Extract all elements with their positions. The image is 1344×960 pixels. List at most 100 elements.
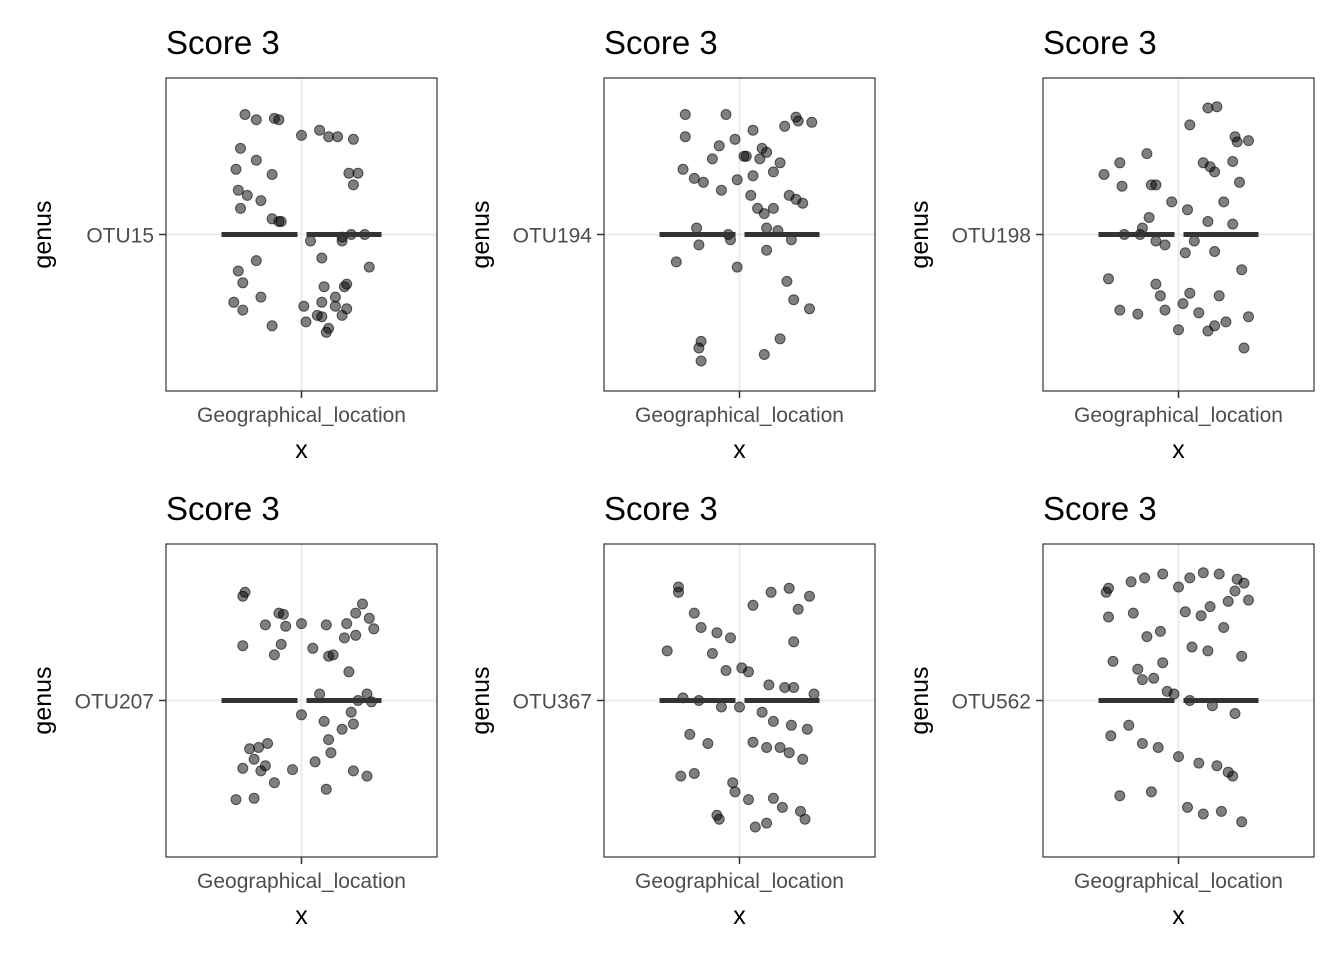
data-point xyxy=(1114,790,1126,802)
data-point xyxy=(693,342,705,354)
data-point xyxy=(1161,685,1173,697)
data-point xyxy=(1141,148,1153,160)
panel-4: Score 3 Geographical_location OTU207 x genus xyxy=(29,490,438,930)
data-point xyxy=(1238,342,1250,354)
data-point xyxy=(1152,742,1164,753)
data-point xyxy=(237,762,249,774)
data-point xyxy=(244,743,256,755)
panel-2: Score 3 Geographical_location OTU194 x genus xyxy=(467,24,876,464)
data-point xyxy=(277,608,289,620)
data-point xyxy=(1132,663,1144,675)
data-point xyxy=(740,150,752,162)
data-point xyxy=(268,649,280,661)
data-point xyxy=(347,179,359,191)
data-point xyxy=(1173,324,1184,336)
panel-6: Score 3 Geographical_location OTU562 x genus xyxy=(906,490,1315,930)
data-point xyxy=(661,645,673,657)
data-point xyxy=(1173,751,1184,763)
data-point xyxy=(679,131,691,143)
data-point xyxy=(262,738,274,749)
data-point xyxy=(336,723,348,735)
y-axis-title: genus xyxy=(29,666,57,734)
data-point xyxy=(1236,264,1248,276)
data-point xyxy=(754,153,766,165)
x-axis-title: x xyxy=(733,902,746,930)
data-point xyxy=(1123,719,1135,731)
data-point xyxy=(235,142,246,154)
data-point xyxy=(329,291,341,303)
data-point xyxy=(1157,568,1169,580)
data-point xyxy=(756,142,768,154)
panel-title: Score 3 xyxy=(166,24,280,61)
x-tick-label: Geographical_location xyxy=(1074,870,1283,893)
data-points xyxy=(230,586,380,806)
data-point xyxy=(1204,601,1216,613)
panel-5: Score 3 Geographical_location OTU367 x genus xyxy=(467,490,876,930)
data-point xyxy=(357,598,368,610)
data-point xyxy=(1148,672,1160,684)
data-point xyxy=(1143,212,1155,223)
data-point xyxy=(248,753,260,765)
data-point xyxy=(1229,708,1241,719)
panel-title: Score 3 xyxy=(604,490,718,527)
data-point xyxy=(790,111,802,123)
data-point xyxy=(756,706,768,718)
data-point xyxy=(237,277,249,289)
data-point xyxy=(1159,239,1171,251)
data-point xyxy=(318,715,330,727)
data-point xyxy=(232,184,244,196)
data-point xyxy=(1188,235,1200,247)
data-point xyxy=(239,586,251,598)
data-point xyxy=(693,239,705,251)
data-point xyxy=(1195,610,1207,622)
data-point xyxy=(1213,290,1225,302)
data-point xyxy=(1211,101,1223,113)
data-point xyxy=(1173,581,1184,593)
data-point xyxy=(765,586,777,598)
data-points xyxy=(1100,567,1254,828)
data-point xyxy=(241,189,253,201)
data-point xyxy=(363,612,375,624)
data-point xyxy=(788,294,800,306)
data-point xyxy=(314,688,326,700)
data-point xyxy=(1218,622,1230,633)
data-point xyxy=(767,166,779,178)
data-point xyxy=(352,167,364,179)
data-point xyxy=(711,627,723,639)
x-axis-title: x xyxy=(733,436,746,464)
data-point xyxy=(731,174,743,186)
data-point xyxy=(734,701,745,713)
data-point xyxy=(1243,594,1254,606)
data-point xyxy=(323,650,335,662)
data-point xyxy=(1209,246,1221,257)
data-point xyxy=(691,222,703,234)
data-point xyxy=(296,129,307,141)
data-point xyxy=(1098,169,1110,180)
data-point xyxy=(1114,157,1126,169)
data-point xyxy=(695,622,707,633)
data-point xyxy=(688,172,700,184)
data-point xyxy=(804,303,815,315)
data-point xyxy=(1184,572,1196,584)
data-point xyxy=(675,770,687,782)
data-point xyxy=(767,792,779,804)
data-point xyxy=(783,747,795,759)
data-point xyxy=(1150,179,1162,191)
data-points xyxy=(661,581,820,833)
data-point xyxy=(715,701,727,713)
data-point xyxy=(287,764,298,776)
data-point xyxy=(239,109,251,120)
data-point xyxy=(806,116,818,128)
data-point xyxy=(255,291,267,303)
data-point xyxy=(332,131,344,143)
data-point xyxy=(1243,135,1254,147)
data-point xyxy=(761,742,773,753)
y-axis-title: genus xyxy=(906,666,934,734)
data-point xyxy=(314,124,326,136)
data-point xyxy=(1213,568,1225,580)
data-point xyxy=(670,256,682,268)
panel-title: Score 3 xyxy=(1043,490,1157,527)
data-point xyxy=(248,792,260,804)
data-points xyxy=(1098,101,1254,354)
